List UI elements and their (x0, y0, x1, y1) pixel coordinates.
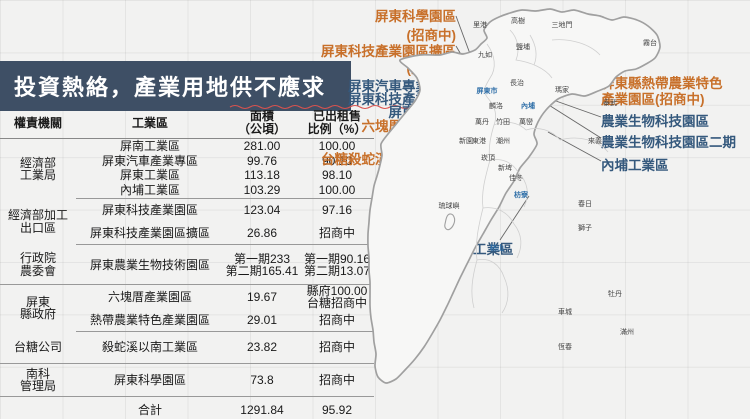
svg-text:獅子: 獅子 (578, 223, 592, 232)
svg-text:潮州: 潮州 (496, 136, 510, 145)
svg-text:枋山: 枋山 (490, 243, 504, 252)
svg-text:車城: 車城 (558, 307, 572, 316)
svg-text:長治: 長治 (510, 78, 524, 87)
svg-text:鹽埔: 鹽埔 (516, 42, 530, 51)
svg-text:竹田: 竹田 (496, 117, 510, 126)
svg-text:來義: 來義 (588, 136, 602, 145)
svg-text:內埔: 內埔 (521, 101, 535, 110)
svg-text:萬丹: 萬丹 (475, 117, 489, 126)
svg-text:東港: 東港 (472, 136, 486, 145)
svg-text:枋寮: 枋寮 (514, 190, 529, 199)
svg-text:萬巒: 萬巒 (519, 117, 533, 126)
svg-text:九如: 九如 (478, 50, 492, 59)
svg-text:里港: 里港 (473, 20, 487, 29)
svg-text:三地門: 三地門 (552, 20, 573, 29)
svg-text:高樹: 高樹 (511, 16, 525, 25)
svg-text:新園: 新園 (459, 136, 473, 145)
svg-text:滿州: 滿州 (620, 327, 634, 336)
svg-text:春日: 春日 (578, 199, 592, 208)
svg-text:崁頂: 崁頂 (481, 154, 495, 162)
svg-text:牡丹: 牡丹 (608, 289, 622, 298)
svg-text:新埤: 新埤 (498, 163, 512, 172)
svg-text:霧台: 霧台 (643, 38, 657, 47)
svg-text:麟洛: 麟洛 (489, 101, 503, 110)
svg-text:屏東市: 屏東市 (476, 86, 498, 95)
svg-text:恆春: 恆春 (558, 342, 572, 351)
svg-text:琉球嶼: 琉球嶼 (439, 201, 460, 210)
svg-text:佳冬: 佳冬 (509, 173, 523, 182)
svg-text:瑪家: 瑪家 (555, 85, 569, 94)
svg-text:泰武: 泰武 (603, 98, 617, 107)
